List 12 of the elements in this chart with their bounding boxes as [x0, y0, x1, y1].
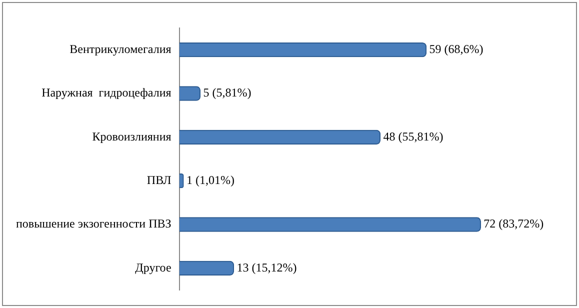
data-label: 13 (15,12%): [236, 260, 297, 274]
data-label: 5 (5,81%): [203, 86, 252, 100]
y-tick-label: Кровоизлияния: [92, 129, 172, 144]
data-label: 1 (1,01%): [186, 172, 234, 187]
y-tick-label: Другое: [135, 260, 172, 274]
y-tick-label: ПВЛ: [146, 172, 172, 187]
data-label: 72 (83,72%): [484, 216, 544, 231]
y-tick-label: Вентрикуломегалия: [70, 42, 172, 56]
data-label: 59 (68,6%): [429, 42, 484, 56]
data-label: 48 (55,81%): [383, 129, 444, 144]
y-tick-label: Наружная гидроцефалия: [42, 86, 172, 100]
y-tick-label: повышение экзогенности ПВЗ: [16, 216, 172, 231]
